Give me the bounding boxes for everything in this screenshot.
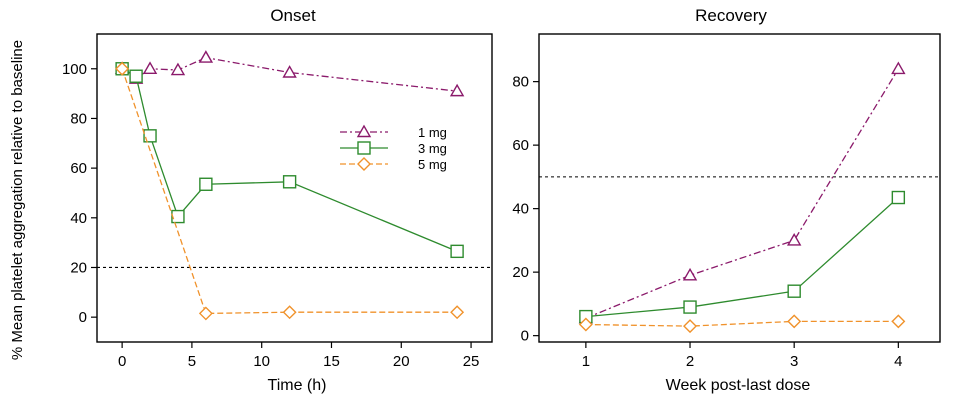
onset-data-point-5mg: [115, 61, 130, 76]
recovery-series-group: [578, 61, 906, 334]
legend-label-1: 3 mg: [418, 141, 447, 156]
onset-data-point-1mg: [142, 61, 158, 74]
recovery-x-tick-label: 2: [686, 353, 694, 370]
recovery-data-point-3mg: [891, 190, 906, 205]
legend-marker-0: [356, 124, 372, 138]
onset-plot-frame: [96, 33, 493, 343]
onset-data-point-3mg: [143, 129, 157, 143]
onset-data-point-3mg: [282, 175, 297, 189]
onset-y-tick-label: 40: [70, 210, 87, 227]
recovery-x-tick-label: 1: [582, 353, 590, 370]
recovery-y-tick-label: 40: [512, 201, 529, 218]
onset-data-point-1mg: [449, 83, 465, 97]
onset-data-point-3mg: [129, 69, 143, 83]
recovery-series-line-1mg: [585, 68, 899, 319]
recovery-y-tick-label: 80: [512, 74, 529, 91]
onset-y-tick-label: 80: [70, 110, 87, 127]
onset-series-line-5mg: [121, 68, 458, 315]
recovery-data-point-3mg: [683, 300, 697, 314]
onset-data-point-1mg: [170, 62, 186, 76]
onset-x-tick-label: 10: [253, 353, 270, 370]
recovery-x-tick-label: 3: [790, 353, 798, 370]
recovery-data-point-5mg: [891, 314, 906, 329]
legend-marker-2: [357, 157, 371, 171]
onset-y-tick-label: 20: [70, 259, 87, 276]
onset-y-tick-label: 100: [62, 61, 87, 78]
onset-y-tick-label: 0: [79, 309, 87, 326]
recovery-title: Recovery: [695, 6, 767, 25]
legend-label-0: 1 mg: [418, 125, 447, 140]
onset-data-point-3mg: [199, 177, 213, 191]
recovery-plot-frame: [538, 33, 941, 343]
onset-data-point-5mg: [450, 305, 465, 320]
legend-marker-1: [357, 141, 371, 155]
onset-data-point-3mg: [171, 209, 185, 224]
onset-x-tick-label: 20: [393, 353, 410, 370]
onset-data-point-5mg: [198, 306, 213, 321]
onset-x-axis-label: Time (h): [268, 377, 327, 394]
onset-x-tick-label: 5: [188, 353, 196, 370]
onset-ticks: 0 5 10 15 20 25 0 20 40 60 80 100: [62, 61, 479, 370]
recovery-x-axis-label: Week post-last dose: [666, 377, 811, 394]
onset-x-tick-label: 25: [463, 353, 480, 370]
legend: 1 mg3 mg5 mg: [340, 124, 447, 172]
onset-data-point-3mg: [450, 244, 464, 259]
recovery-x-tick-label: 4: [894, 353, 902, 370]
recovery-data-point-3mg: [787, 284, 801, 298]
onset-panel: Onset Time (h) 0 5 10 15 20 25 0 20 40 60 80 100 1 …: [62, 6, 493, 394]
recovery-data-point-5mg: [683, 319, 698, 334]
recovery-data-point-1mg: [891, 61, 906, 75]
recovery-data-point-1mg: [682, 267, 698, 281]
onset-x-tick-label: 15: [323, 353, 340, 370]
recovery-panel: Recovery Week post-last dose 1 2 3 40204060…: [512, 6, 941, 394]
recovery-data-point-5mg: [787, 314, 802, 329]
legend-label-2: 5 mg: [418, 157, 447, 172]
onset-series-line-3mg: [121, 68, 458, 252]
onset-y-tick-label: 60: [70, 160, 87, 177]
recovery-series-line-5mg: [585, 320, 899, 327]
onset-x-tick-label: 0: [118, 353, 126, 370]
recovery-data-point-1mg: [786, 232, 802, 246]
onset-data-point-5mg: [282, 305, 297, 320]
recovery-y-tick-label: 0: [521, 328, 529, 345]
onset-title: Onset: [270, 6, 316, 25]
onset-data-point-1mg: [282, 65, 297, 78]
recovery-y-tick-label: 20: [512, 264, 529, 281]
onset-data-point-1mg: [198, 50, 214, 63]
recovery-data-point-5mg: [578, 317, 593, 332]
y-axis-label: % Mean platelet aggregation relative to …: [9, 40, 26, 360]
recovery-series-line-3mg: [585, 197, 899, 318]
recovery-y-tick-label: 60: [512, 137, 529, 154]
onset-series-group: [114, 50, 465, 321]
